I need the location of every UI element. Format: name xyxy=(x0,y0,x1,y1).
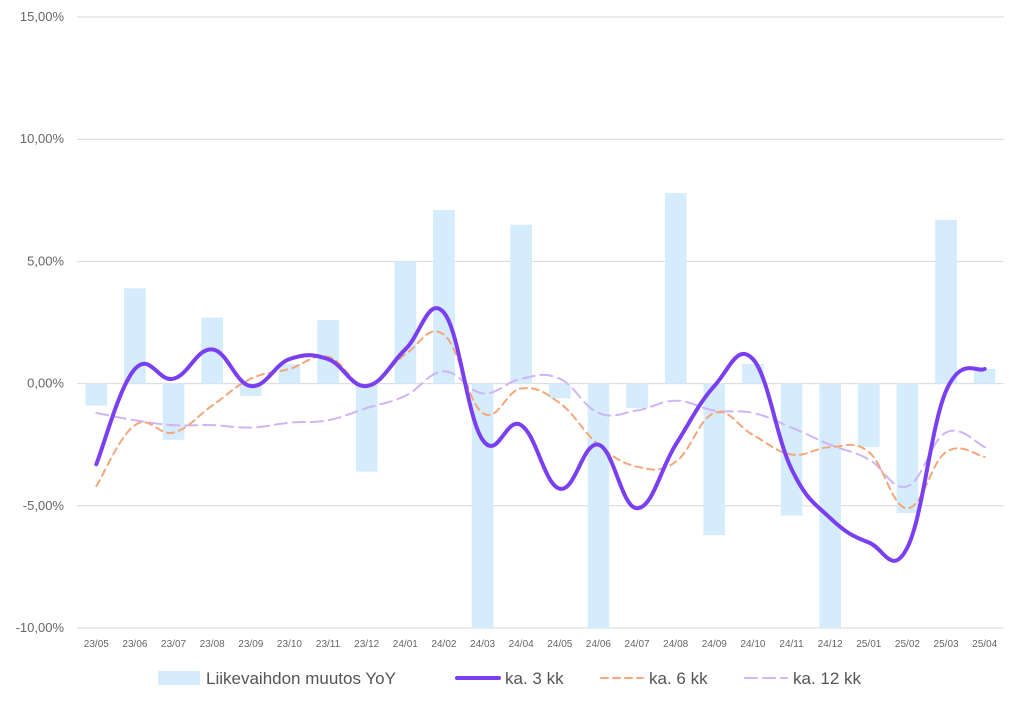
line-series-3 xyxy=(95,370,986,488)
bar-24/01 xyxy=(394,261,417,384)
legend: Liikevaihdon muutos YoY ka. 3 kk ka. 6 kk k… xyxy=(158,669,862,688)
x-tick-label: 24/08 xyxy=(663,639,688,650)
x-tick-label: 23/07 xyxy=(161,639,186,650)
x-tick-label: 25/03 xyxy=(934,639,959,650)
x-tick-label: 24/12 xyxy=(818,639,843,650)
x-tick-label: 25/04 xyxy=(972,639,997,650)
y-tick-label: 15,00% xyxy=(20,9,65,24)
bar-23/10 xyxy=(278,364,301,384)
x-axis-tick-labels: 23/05 23/06 23/07 23/08 23/09 23/10 23/11 23/12… xyxy=(84,639,998,650)
x-tick-label: 23/09 xyxy=(238,639,263,650)
x-tick-label: 25/01 xyxy=(856,639,881,650)
x-tick-label: 24/06 xyxy=(586,639,611,650)
x-tick-label: 24/11 xyxy=(779,639,804,650)
bar-24/04 xyxy=(510,224,533,384)
legend-swatch xyxy=(158,671,200,685)
bar-24/09 xyxy=(703,383,726,536)
x-tick-label: 24/01 xyxy=(393,639,418,650)
y-tick-label: -10,00% xyxy=(16,620,65,635)
y-axis-tick-labels: 15,00% 10,00% 5,00% 0,00% -5,00% -10,00% xyxy=(16,9,65,635)
bar-23/06 xyxy=(124,288,146,384)
legend-label: Liikevaihdon muutos YoY xyxy=(206,669,396,688)
legend-label: ka. 6 kk xyxy=(649,669,708,688)
x-tick-label: 25/02 xyxy=(895,639,920,650)
x-tick-label: 23/10 xyxy=(277,639,302,650)
y-tick-label: 0,00% xyxy=(27,376,64,391)
x-tick-label: 24/02 xyxy=(431,639,456,650)
y-tick-label: 10,00% xyxy=(20,131,65,146)
x-tick-label: 24/10 xyxy=(740,639,765,650)
y-tick-label: -5,00% xyxy=(23,498,65,513)
bar-23/05 xyxy=(85,383,108,406)
bar-23/12 xyxy=(355,383,378,472)
bar-24/06 xyxy=(587,383,610,628)
bar-24/07 xyxy=(626,383,648,409)
legend-item: ka. 3 kk xyxy=(455,669,564,688)
legend-item: Liikevaihdon muutos YoY xyxy=(158,669,396,688)
line-series xyxy=(94,306,987,563)
x-tick-label: 23/08 xyxy=(200,639,225,650)
bar-24/05 xyxy=(548,383,571,399)
bar-25/03 xyxy=(935,219,957,384)
bar-24/08 xyxy=(664,192,687,384)
x-tick-label: 24/04 xyxy=(509,639,534,650)
legend-item: ka. 12 kk xyxy=(744,669,862,688)
x-tick-label: 23/11 xyxy=(316,639,341,650)
x-tick-label: 24/03 xyxy=(470,639,495,650)
bar-23/07 xyxy=(162,383,185,440)
bar-series xyxy=(85,192,996,628)
x-tick-label: 24/07 xyxy=(625,639,650,650)
legend-label: ka. 3 kk xyxy=(505,669,564,688)
x-tick-label: 24/09 xyxy=(702,639,727,650)
bar-25/04 xyxy=(973,368,996,384)
bar-25/01 xyxy=(857,383,880,448)
y-tick-label: 5,00% xyxy=(27,253,64,268)
legend-item: ka. 6 kk xyxy=(600,669,708,688)
x-tick-label: 23/06 xyxy=(122,639,147,650)
bar-25/02 xyxy=(896,383,919,514)
x-tick-label: 23/05 xyxy=(84,639,109,650)
x-tick-label: 23/12 xyxy=(354,639,379,650)
line-series-1 xyxy=(94,306,987,563)
legend-label: ka. 12 kk xyxy=(793,669,862,688)
gridlines xyxy=(77,16,1004,629)
line-series-2 xyxy=(95,330,986,510)
bar-24/02 xyxy=(433,210,455,384)
x-tick-label: 24/05 xyxy=(547,639,572,650)
bar-23/11 xyxy=(317,320,339,384)
bar-24/12 xyxy=(819,383,842,628)
